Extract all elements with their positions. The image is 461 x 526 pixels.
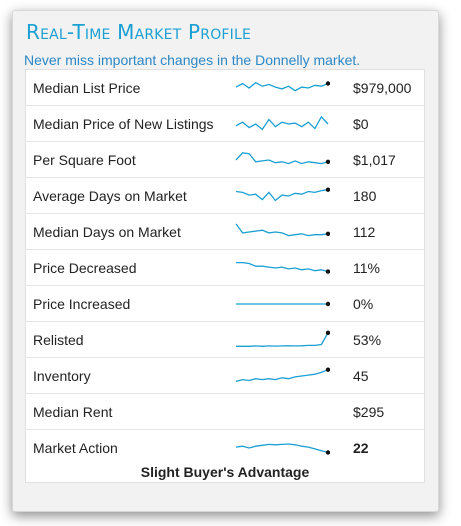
metric-sparkline bbox=[235, 187, 330, 202]
metric-row: Price Decreased 11% bbox=[26, 250, 424, 286]
sparkline-path bbox=[236, 261, 329, 273]
metrics-table: Median List Price $979,000 Median Price of… bbox=[25, 69, 425, 483]
sparkline-end-dot bbox=[325, 187, 330, 192]
metric-sparkline bbox=[234, 401, 330, 423]
sparkline-path bbox=[235, 369, 329, 383]
metric-value: 11% bbox=[353, 260, 380, 276]
sparkline-end-dot bbox=[325, 231, 330, 236]
metric-row: Price Increased 0% bbox=[26, 286, 424, 322]
metric-row: Median Price of New Listings $0 bbox=[26, 106, 424, 142]
metric-label: Relisted bbox=[33, 332, 84, 348]
market-advantage-text: Slight Buyer's Advantage bbox=[140, 464, 310, 480]
metric-value: 180 bbox=[353, 188, 377, 204]
metric-label: Price Increased bbox=[33, 296, 131, 312]
metric-row: Average Days on Market 180 bbox=[26, 178, 424, 214]
sparkline-path bbox=[235, 443, 329, 454]
metric-value: 45 bbox=[353, 368, 369, 384]
sparkline-path bbox=[235, 223, 329, 237]
metric-label: Median Price of New Listings bbox=[33, 116, 214, 132]
card-subtitle: Never miss important changes in the Donn… bbox=[24, 52, 361, 68]
market-profile-card: Real-Time Market Profile Never miss impo… bbox=[12, 10, 439, 512]
market-action-sparkline bbox=[235, 443, 330, 455]
sparkline-path bbox=[235, 189, 329, 202]
metric-value: $979,000 bbox=[353, 80, 412, 96]
sparkline-end-dot bbox=[325, 81, 330, 86]
metric-value: 53% bbox=[353, 332, 382, 348]
metric-sparkline bbox=[235, 367, 330, 383]
sparkline-end-dot bbox=[325, 450, 330, 455]
metric-value: $295 bbox=[353, 404, 385, 420]
sparkline-end-dot bbox=[325, 269, 330, 274]
metric-label: Median Days on Market bbox=[33, 224, 181, 240]
metric-sparkline bbox=[235, 81, 330, 92]
metric-label: Median Rent bbox=[33, 404, 113, 420]
sparkline-path bbox=[236, 332, 329, 347]
metric-row: Relisted 53% bbox=[26, 322, 424, 358]
metric-label: Price Decreased bbox=[33, 260, 137, 276]
metric-row: Per Square Foot $1,017 bbox=[26, 142, 424, 178]
metric-sparkline bbox=[236, 301, 330, 307]
metric-label: Market Action bbox=[33, 440, 118, 456]
metric-label: Inventory bbox=[33, 368, 91, 384]
metric-sparkline bbox=[236, 330, 330, 347]
metric-row: Inventory 45 bbox=[26, 358, 424, 394]
sparkline-end-dot bbox=[325, 330, 330, 335]
sparkline-path bbox=[235, 152, 329, 165]
card-title: Real-Time Market Profile bbox=[26, 20, 252, 44]
metric-value: $1,017 bbox=[353, 152, 396, 168]
metric-label: Average Days on Market bbox=[33, 188, 187, 204]
metric-sparkline bbox=[235, 223, 330, 237]
metric-label: Per Square Foot bbox=[33, 152, 136, 168]
metric-sparkline bbox=[236, 261, 330, 274]
sparkline-path bbox=[235, 81, 329, 92]
sparkline-end-dot bbox=[325, 159, 330, 164]
metric-value: 0% bbox=[353, 296, 374, 312]
metric-row: Median List Price $979,000 bbox=[26, 70, 424, 106]
metric-sparkline bbox=[235, 152, 330, 165]
sparkline-path bbox=[235, 115, 329, 131]
metric-value: $0 bbox=[353, 116, 369, 132]
metric-sparkline bbox=[235, 115, 329, 131]
sparkline-end-dot bbox=[325, 367, 330, 372]
sparkline-end-dot bbox=[325, 301, 330, 307]
market-action-row: Market Action 22 Slight Buyer's Advantag… bbox=[26, 430, 424, 482]
metric-row: Median Days on Market 112 bbox=[26, 214, 424, 250]
metric-label: Median List Price bbox=[33, 80, 141, 96]
metric-value: 112 bbox=[353, 224, 376, 240]
metric-row: Median Rent $295 bbox=[26, 394, 424, 430]
market-action-value: 22 bbox=[353, 440, 369, 456]
